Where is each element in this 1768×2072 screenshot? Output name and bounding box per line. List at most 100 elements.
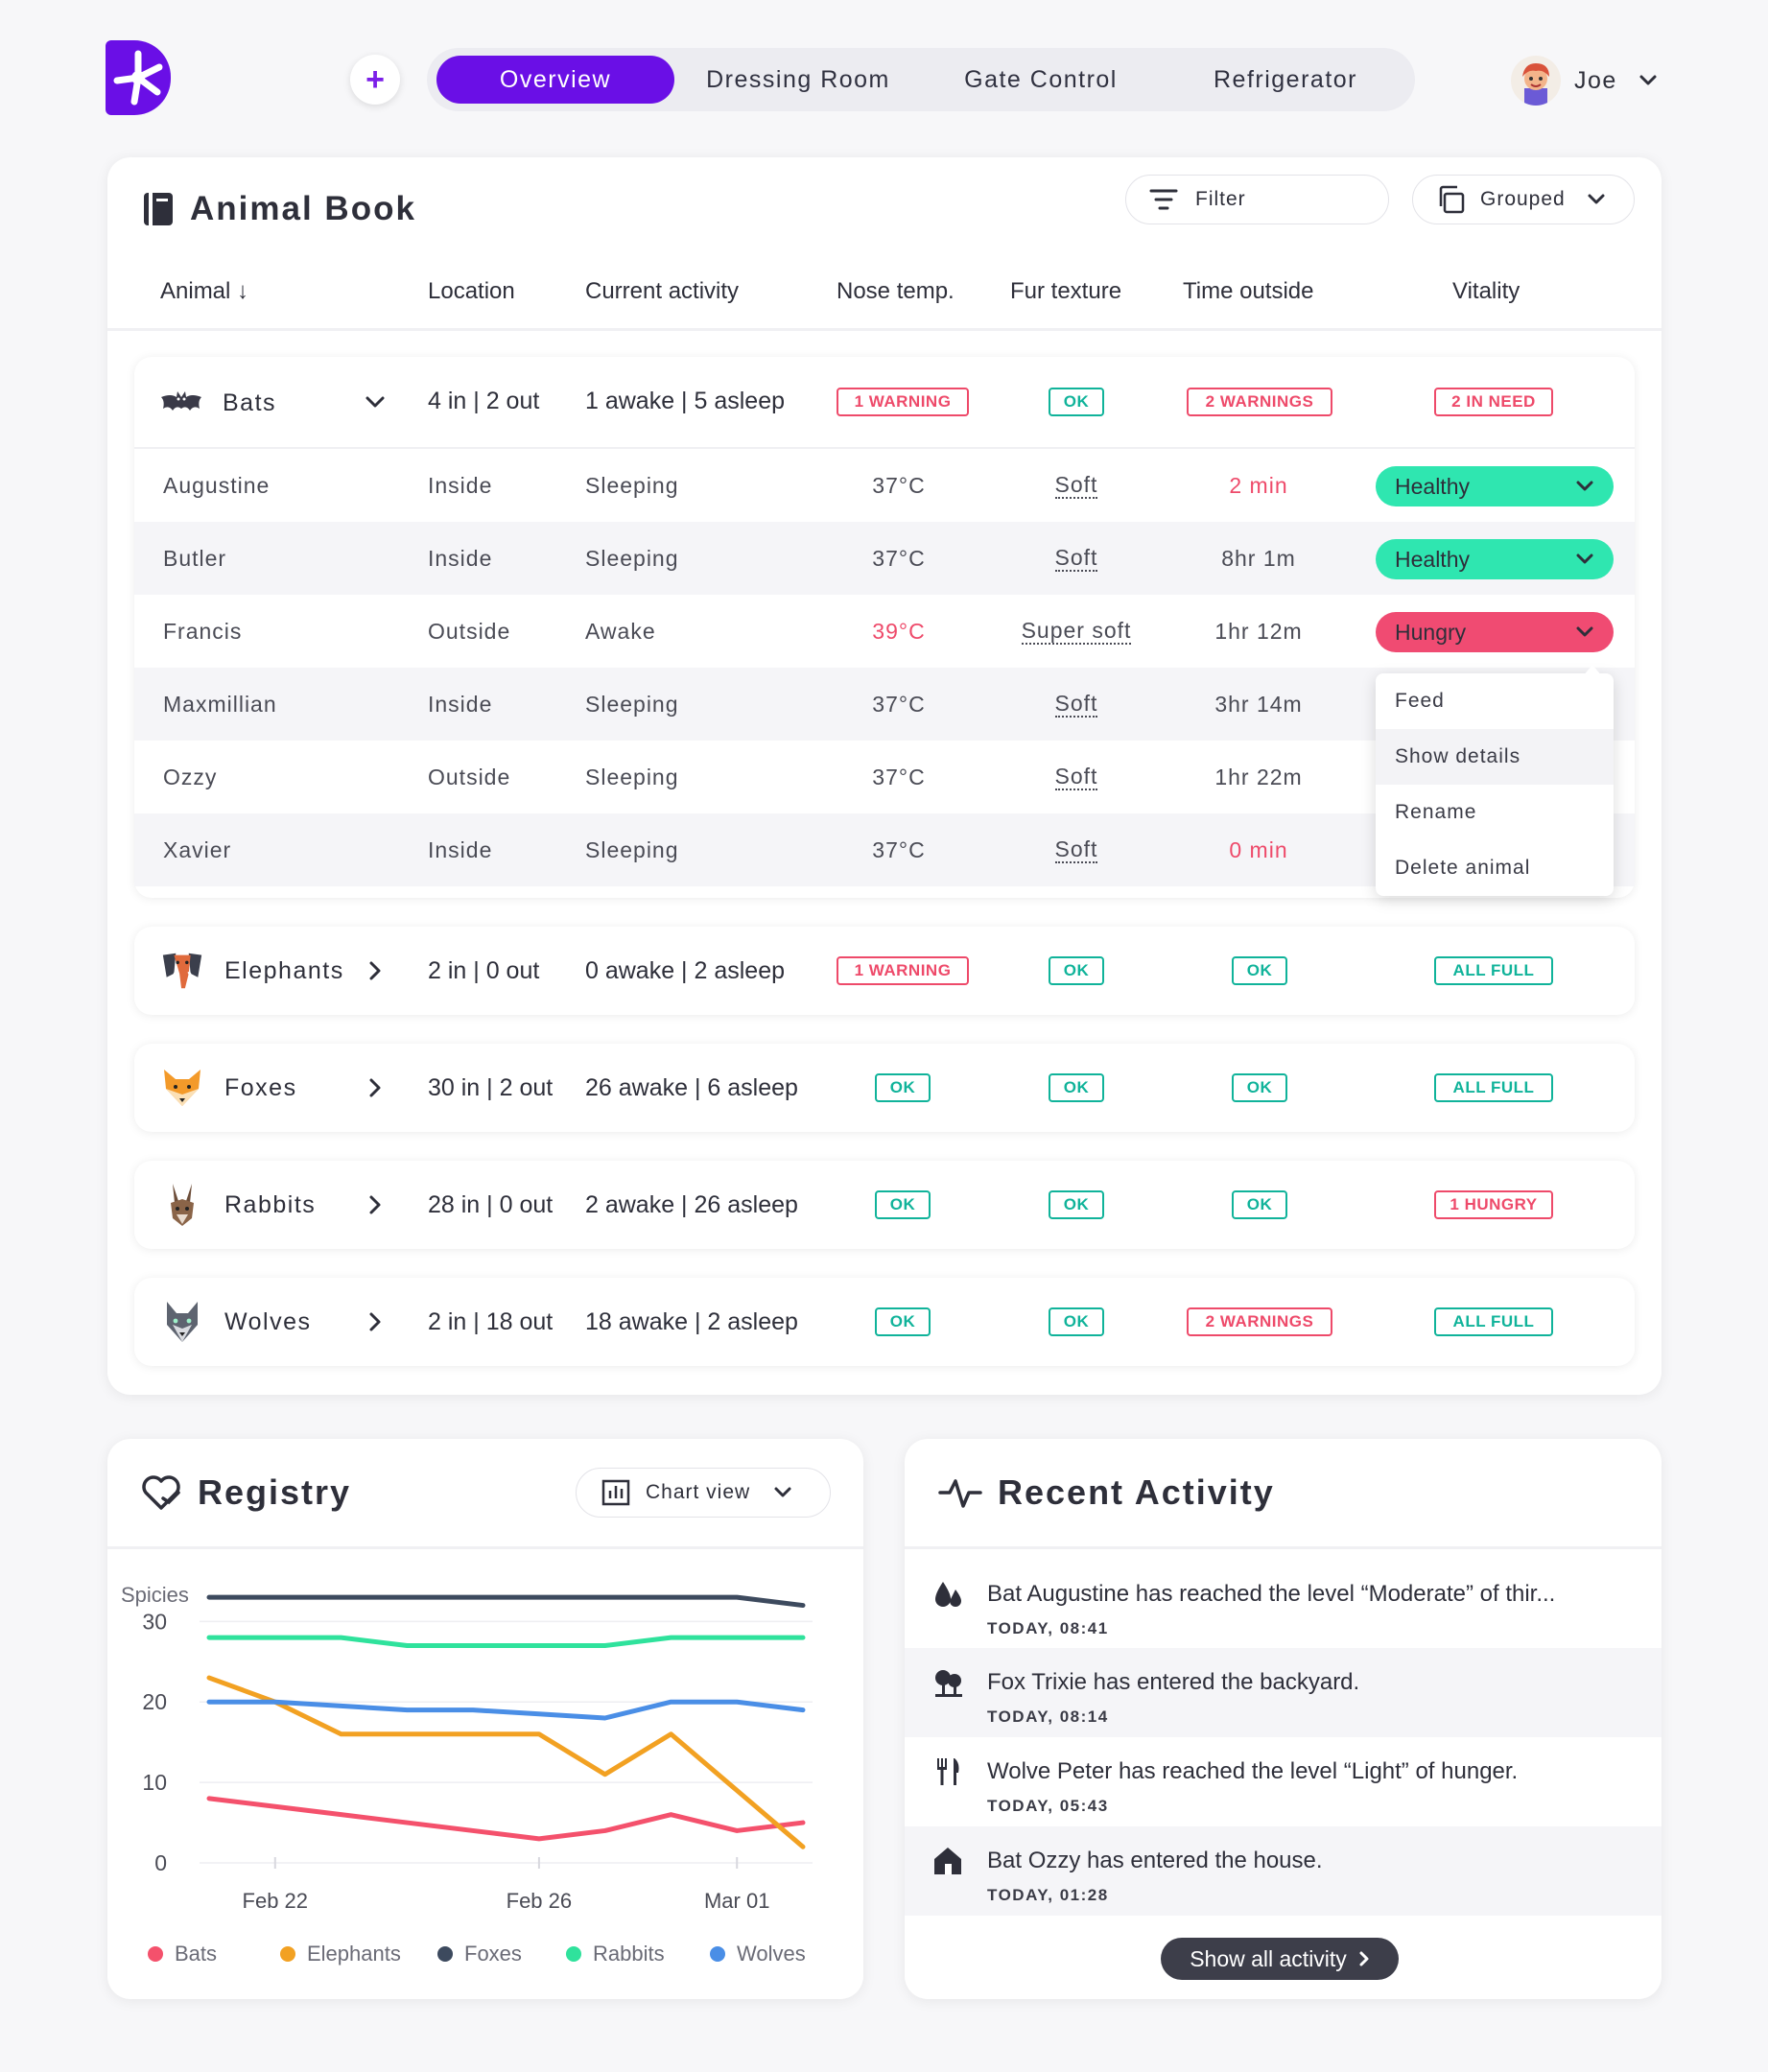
cell-activity: Sleeping [585,764,679,789]
add-button[interactable]: + [350,55,400,105]
cell-name[interactable]: Maxmillian [163,691,277,717]
group-row-elephants[interactable]: Elephants [159,948,344,994]
tab-overview[interactable]: Overview [436,56,674,104]
group-activity: 26 awake | 6 asleep [585,1073,798,1101]
menu-item-delete[interactable]: Delete animal [1395,857,1531,879]
cell-name[interactable]: Xavier [163,836,232,862]
col-time-outside[interactable]: Time outside [1183,278,1314,304]
group-foxes[interactable] [134,1044,1635,1132]
group-location: 2 in | 0 out [428,956,540,984]
status-badge: OK [1049,388,1104,416]
tab-refrigerator[interactable]: Refrigerator [1214,65,1357,93]
menu-item-feed[interactable]: Feed [1395,690,1445,712]
cell-fur-texture[interactable]: Soft [980,668,1172,741]
activity-time: TODAY, 08:41 [987,1619,1109,1637]
chevron-down-icon[interactable] [365,395,386,411]
status-badge: 1 WARNING [837,956,969,985]
group-location: 28 in | 0 out [428,1190,554,1218]
filter-button[interactable]: Filter [1125,175,1389,224]
group-row-bats[interactable]: Bats [159,382,276,424]
group-row-wolves[interactable]: Wolves [159,1299,312,1345]
cell-location: Outside [428,764,511,789]
water-drops-icon [931,1577,965,1612]
status-badge: OK [1049,1190,1104,1219]
cell-time-outside: 3hr 14m [1214,691,1303,717]
status-badge: OK [1049,956,1104,985]
status-badge: 1 HUNGRY [1434,1190,1553,1219]
status-badge: 2 IN NEED [1434,388,1553,416]
chart-view-select[interactable]: Chart view [576,1468,831,1518]
cell-location: Inside [428,691,493,717]
col-nose-temp[interactable]: Nose temp. [837,278,955,304]
status-badge: 2 WARNINGS [1187,388,1332,416]
show-all-activity-button[interactable]: Show all activity [1161,1938,1399,1980]
app-logo[interactable] [106,40,171,115]
group-rabbits[interactable] [134,1161,1635,1249]
y-axis-label: Spicies [121,1583,189,1607]
y-tick-label: 10 [142,1770,167,1795]
chevron-right-icon[interactable] [368,1194,382,1215]
col-animal[interactable]: Animal ↓ [160,278,249,304]
registry-header: Registry [140,1468,351,1518]
animal-book-title: Animal Book [190,190,416,227]
fur-value: Soft [1054,764,1098,790]
cell-fur-texture[interactable]: Soft [980,522,1172,595]
chevron-right-icon[interactable] [368,1077,382,1098]
group-name: Elephants [224,956,344,984]
tab-dressing-room[interactable]: Dressing Room [706,65,890,93]
cell-activity: Sleeping [585,472,679,498]
cell-fur-texture[interactable]: Soft [980,813,1172,886]
vitality-select-open[interactable]: Hungry [1376,612,1614,652]
fur-value: Soft [1054,472,1098,499]
user-menu[interactable]: Joe [1511,54,1658,107]
cell-location: Inside [428,472,493,498]
activity-text: Wolve Peter has reached the level “Light… [987,1758,1519,1784]
chevron-right-icon[interactable] [368,1311,382,1332]
rabbit-icon [159,1182,205,1228]
cell-fur-texture[interactable]: Soft [980,449,1172,522]
cell-name[interactable]: Augustine [163,472,271,498]
cell-name[interactable]: Francis [163,618,243,644]
legend-label: Elephants [307,1942,401,1966]
x-tick-label: Feb 22 [243,1889,309,1913]
house-icon [931,1844,965,1878]
status-badge: 2 WARNINGS [1187,1307,1332,1336]
status-badge: OK [1232,1073,1287,1102]
group-wolves[interactable] [134,1278,1635,1366]
col-vitality[interactable]: Vitality [1452,278,1520,304]
group-elephants[interactable] [134,927,1635,1015]
cell-location: Inside [428,545,493,571]
vitality-select[interactable]: Healthy [1376,466,1614,506]
cell-time-outside: 8hr 1m [1221,545,1296,571]
legend-dot-elephants [280,1946,295,1962]
group-activity: 2 awake | 26 asleep [585,1190,798,1218]
heart-icon [142,1475,180,1510]
trees-icon [931,1665,965,1700]
cell-fur-texture[interactable]: Soft [980,741,1172,813]
chevron-down-icon [1588,194,1605,204]
menu-item-rename[interactable]: Rename [1395,801,1477,823]
col-activity[interactable]: Current activity [585,278,740,304]
vitality-select[interactable]: Healthy [1376,539,1614,579]
col-fur-texture[interactable]: Fur texture [1010,278,1122,304]
group-select[interactable]: Grouped [1412,175,1635,224]
legend-dot-bats [148,1946,163,1962]
cell-name[interactable]: Butler [163,545,227,571]
group-row-rabbits[interactable]: Rabbits [159,1182,316,1228]
fur-value: Soft [1054,836,1098,863]
x-tick-label: Mar 01 [704,1889,769,1913]
tab-gate-control[interactable]: Gate Control [964,65,1118,93]
status-badge: ALL FULL [1434,956,1553,985]
cell-time-outside: 2 min [1229,472,1288,498]
col-location[interactable]: Location [428,278,515,304]
group-name: Wolves [224,1307,312,1335]
cell-name[interactable]: Ozzy [163,764,218,789]
legend-dot-wolves [710,1946,725,1962]
chevron-right-icon[interactable] [368,960,382,981]
filter-icon [1149,189,1178,210]
group-row-foxes[interactable]: Foxes [159,1065,297,1111]
cell-fur-texture[interactable]: Super soft [980,595,1172,668]
status-badge: OK [875,1307,931,1336]
menu-item-show-details[interactable]: Show details [1376,729,1614,785]
status-badge: OK [1232,1190,1287,1219]
